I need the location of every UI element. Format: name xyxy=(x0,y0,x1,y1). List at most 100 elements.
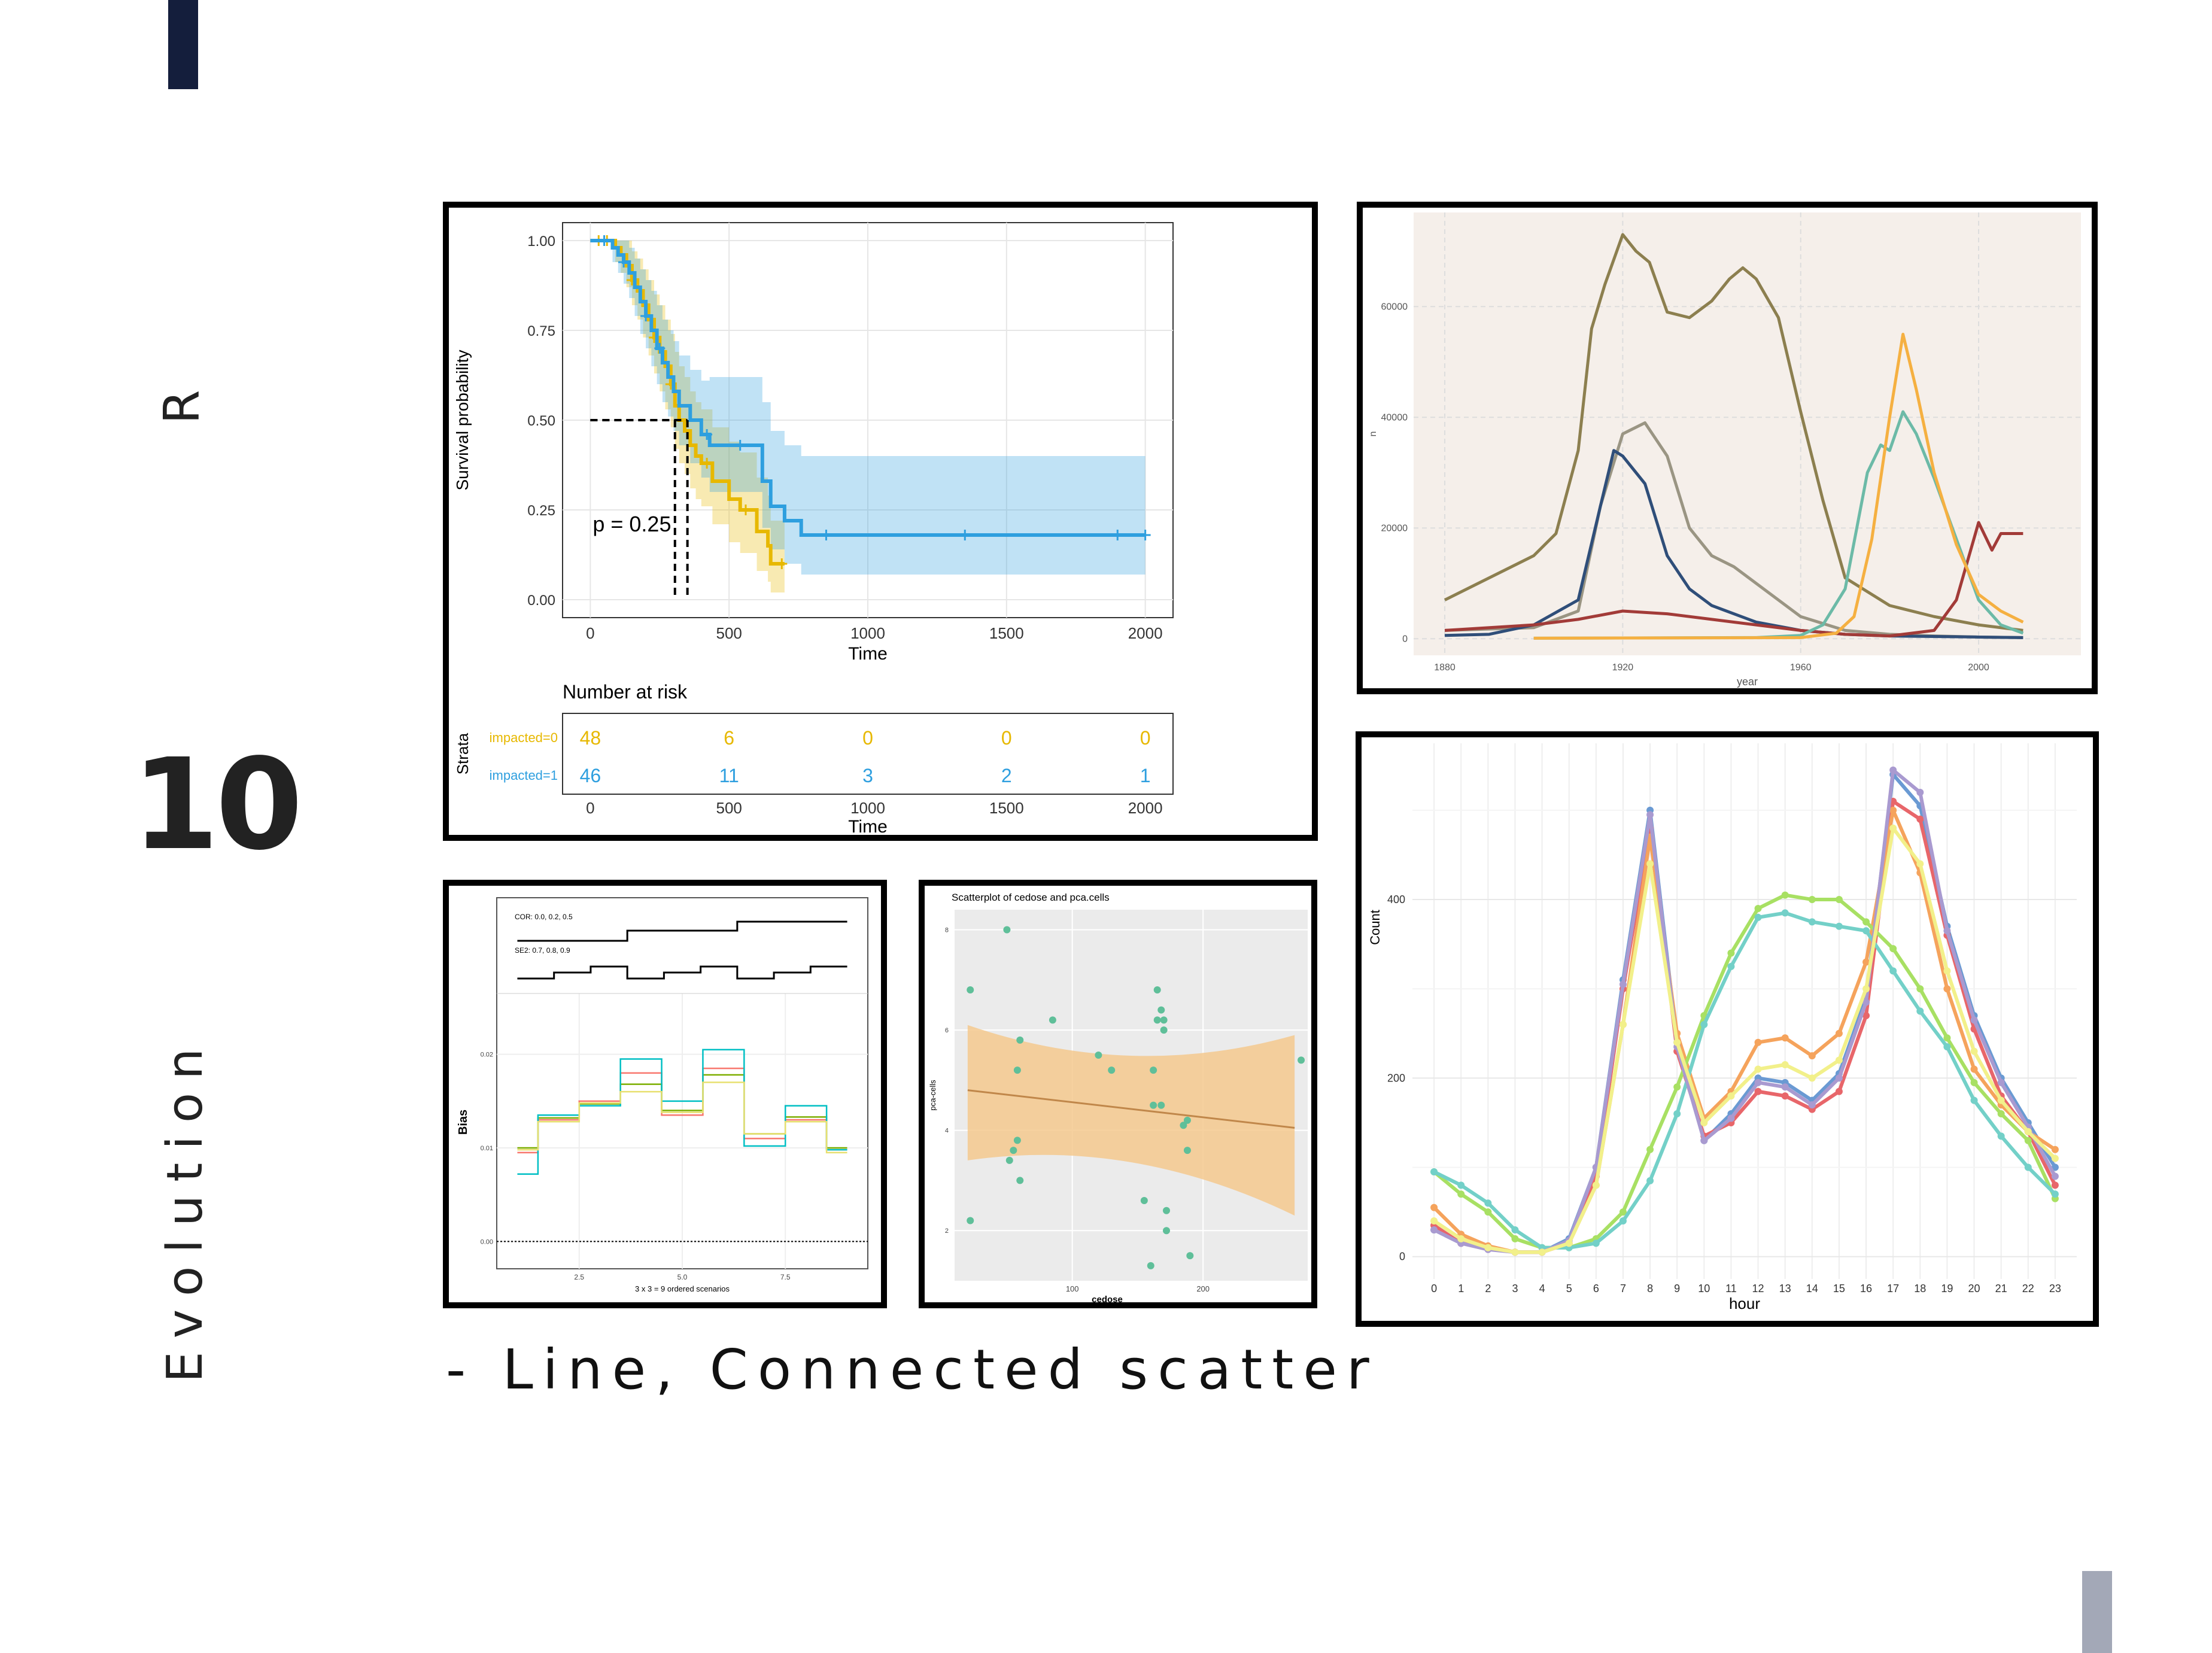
side-label-evolution: Evolution xyxy=(157,1035,214,1383)
x-tick-label: 3 xyxy=(1512,1283,1518,1295)
x-tick-label: 18 xyxy=(1914,1283,1926,1295)
hour-series-point xyxy=(1943,927,1951,935)
scatter-point xyxy=(1147,1262,1154,1269)
x-tick-label: 0 xyxy=(1431,1283,1437,1295)
hour-series-point xyxy=(1862,927,1870,935)
x-tick-label: 7 xyxy=(1620,1283,1626,1295)
bottom-accent-bar xyxy=(2082,1571,2112,1653)
risk-count: 6 xyxy=(724,727,734,749)
hour-series-point xyxy=(2024,1163,2032,1171)
x-tick-label: 1000 xyxy=(850,624,885,642)
risk-x-tick-label: 2000 xyxy=(1128,799,1163,817)
hour-series-point xyxy=(1997,1132,2005,1140)
y-axis-label: n xyxy=(1368,432,1378,437)
risk-x-tick-label: 500 xyxy=(716,799,742,817)
hour-series-point xyxy=(1754,1038,1762,1046)
hour-series-point xyxy=(2051,1172,2059,1180)
hour-series-point xyxy=(1835,1029,1843,1037)
hour-series-point xyxy=(1484,1244,1492,1251)
scatter-point xyxy=(1010,1147,1017,1154)
x-tick-label: 13 xyxy=(1779,1283,1791,1295)
series-line xyxy=(1444,233,2023,632)
hour-series-point xyxy=(1457,1190,1465,1198)
x-tick-label: 500 xyxy=(716,624,742,642)
x-tick-label: 16 xyxy=(1860,1283,1872,1295)
x-tick-label: 1 xyxy=(1458,1283,1464,1295)
hourly-count-chart: 0 1 2 3 4 5 6 7 8 9 10 11 12 13 14 15 16 17 18 19 20 21 22 2302… xyxy=(1368,743,2077,1312)
hour-series-point xyxy=(1538,1248,1546,1256)
confidence-band xyxy=(967,1025,1295,1216)
survival-line xyxy=(590,239,1146,537)
hour-series-line xyxy=(1433,826,2057,1254)
hour-series-point xyxy=(1754,913,1762,921)
risk-x-tick-label: 1500 xyxy=(989,799,1024,817)
x-tick-label: 2.5 xyxy=(574,1273,584,1281)
slide-number: 10 xyxy=(132,731,303,878)
hour-series-point xyxy=(1646,1145,1654,1153)
hour-series-point xyxy=(1511,1226,1519,1233)
hour-series-point xyxy=(2051,1163,2059,1171)
scatter-point xyxy=(1157,1101,1165,1109)
scatter-point xyxy=(967,986,974,994)
hour-series-point xyxy=(1727,1114,1735,1122)
hour-series-point xyxy=(1889,945,1897,953)
y-tick-label: 200 xyxy=(1387,1072,1405,1084)
scatter-point xyxy=(1183,1116,1191,1124)
hour-series-point xyxy=(1457,1181,1465,1189)
hour-series-point xyxy=(1835,922,1843,930)
series-line xyxy=(1533,333,2024,640)
hour-series-point xyxy=(1511,1235,1519,1242)
x-tick-label: 2000 xyxy=(1128,624,1163,642)
hour-series-line xyxy=(1433,911,2057,1250)
x-tick-label: 200 xyxy=(1196,1284,1210,1293)
hour-series-point xyxy=(1754,1087,1762,1095)
scatter-point xyxy=(1153,986,1161,994)
scatter-point xyxy=(1160,1016,1168,1024)
x-axis-label: cedose xyxy=(1092,1295,1123,1302)
survival-chart-panel: 0 500 1000 1500 2000 0.00 0.25 0.50 0.75 1.00 p = … xyxy=(443,202,1318,841)
hour-series-point xyxy=(1808,918,1816,926)
step-label-se2: SE2: 0.7, 0.8, 0.9 xyxy=(515,946,570,955)
p-value-annotation: p = 0.25 xyxy=(592,512,671,536)
x-tick-label: 17 xyxy=(1887,1283,1899,1295)
hour-series-point xyxy=(1673,1038,1681,1046)
y-tick-label: 0.00 xyxy=(527,592,555,609)
hour-series-point xyxy=(2051,1190,2059,1198)
scatter-point xyxy=(1160,1026,1168,1034)
y-tick-label: 6 xyxy=(945,1027,949,1034)
censor-mark xyxy=(618,257,629,268)
bias-series-line xyxy=(517,1067,847,1154)
x-tick-label: 21 xyxy=(1995,1283,2007,1295)
y-axis-label: Count xyxy=(1368,910,1382,945)
hour-series-point xyxy=(1727,1092,1735,1100)
x-tick-label: 1920 xyxy=(1612,663,1634,673)
scatter-point xyxy=(1005,1156,1013,1164)
hour-series-point xyxy=(1835,1087,1843,1095)
censor-mark xyxy=(654,343,666,354)
hour-series-point xyxy=(1592,1181,1600,1189)
hour-series-point xyxy=(1673,1110,1681,1118)
y-tick-label: 2 xyxy=(945,1227,949,1235)
hour-series-point xyxy=(1943,1043,1951,1051)
scatter-point xyxy=(1183,1147,1191,1154)
risk-count: 48 xyxy=(580,727,601,749)
scatter-point xyxy=(1140,1196,1148,1204)
y-tick-label: 0.50 xyxy=(527,413,555,429)
hour-series-point xyxy=(1889,806,1897,814)
hour-series-point xyxy=(1997,1078,2005,1086)
x-axis-label: 3 x 3 = 9 ordered scenarios xyxy=(635,1284,730,1293)
cor-step-line xyxy=(517,920,847,942)
regression-line xyxy=(967,1089,1295,1129)
hour-series-point xyxy=(1619,980,1627,988)
hour-series-point xyxy=(1430,1204,1438,1211)
censor-mark xyxy=(959,530,971,540)
x-tick-label: 15 xyxy=(1833,1283,1845,1295)
risk-table-area xyxy=(562,713,1174,795)
risk-count: 46 xyxy=(580,765,601,786)
risk-row-label: impacted=0 xyxy=(490,730,558,745)
x-axis-label: Time xyxy=(848,644,888,664)
hour-series-point xyxy=(1862,1011,1870,1019)
hour-series-point xyxy=(1511,1248,1519,1256)
hour-series-point xyxy=(1835,896,1843,904)
scatter-point xyxy=(1049,1016,1056,1024)
